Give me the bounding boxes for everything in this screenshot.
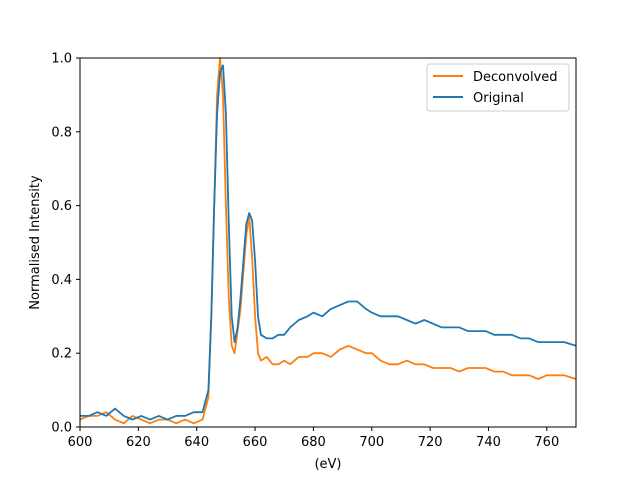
y-tick-label: 0.4 [51,273,72,288]
y-tick-label: 0.8 [51,125,72,140]
x-tick-label: 620 [126,435,151,450]
legend: Deconvolved Original [426,63,570,112]
y-axis-label: Normalised Intensity [28,175,43,310]
x-tick-label: 740 [476,435,501,450]
y-tick-label: 1.0 [51,52,72,67]
x-axis-label: (eV) [314,457,341,472]
x-axis: 600 620 640 660 680 700 720 740 760 [68,427,559,450]
x-tick-label: 600 [68,435,93,450]
series-line-deconvolved [79,57,577,425]
y-axis: 0.0 0.2 0.4 0.6 0.8 1.0 [51,52,80,436]
y-tick-label: 0.6 [51,199,72,214]
legend-label-deconvolved: Deconvolved [473,70,558,85]
plot-series [79,57,577,425]
x-tick-label: 660 [243,435,268,450]
x-tick-label: 640 [184,435,209,450]
plot-frame [79,57,577,428]
x-tick-label: 720 [418,435,443,450]
y-tick-label: 0.2 [51,347,72,362]
x-tick-label: 680 [301,435,326,450]
x-tick-label: 700 [359,435,384,450]
x-tick-label: 760 [534,435,559,450]
series-line-original [80,64,577,421]
y-tick-label: 0.0 [51,421,72,436]
legend-label-original: Original [473,91,524,106]
